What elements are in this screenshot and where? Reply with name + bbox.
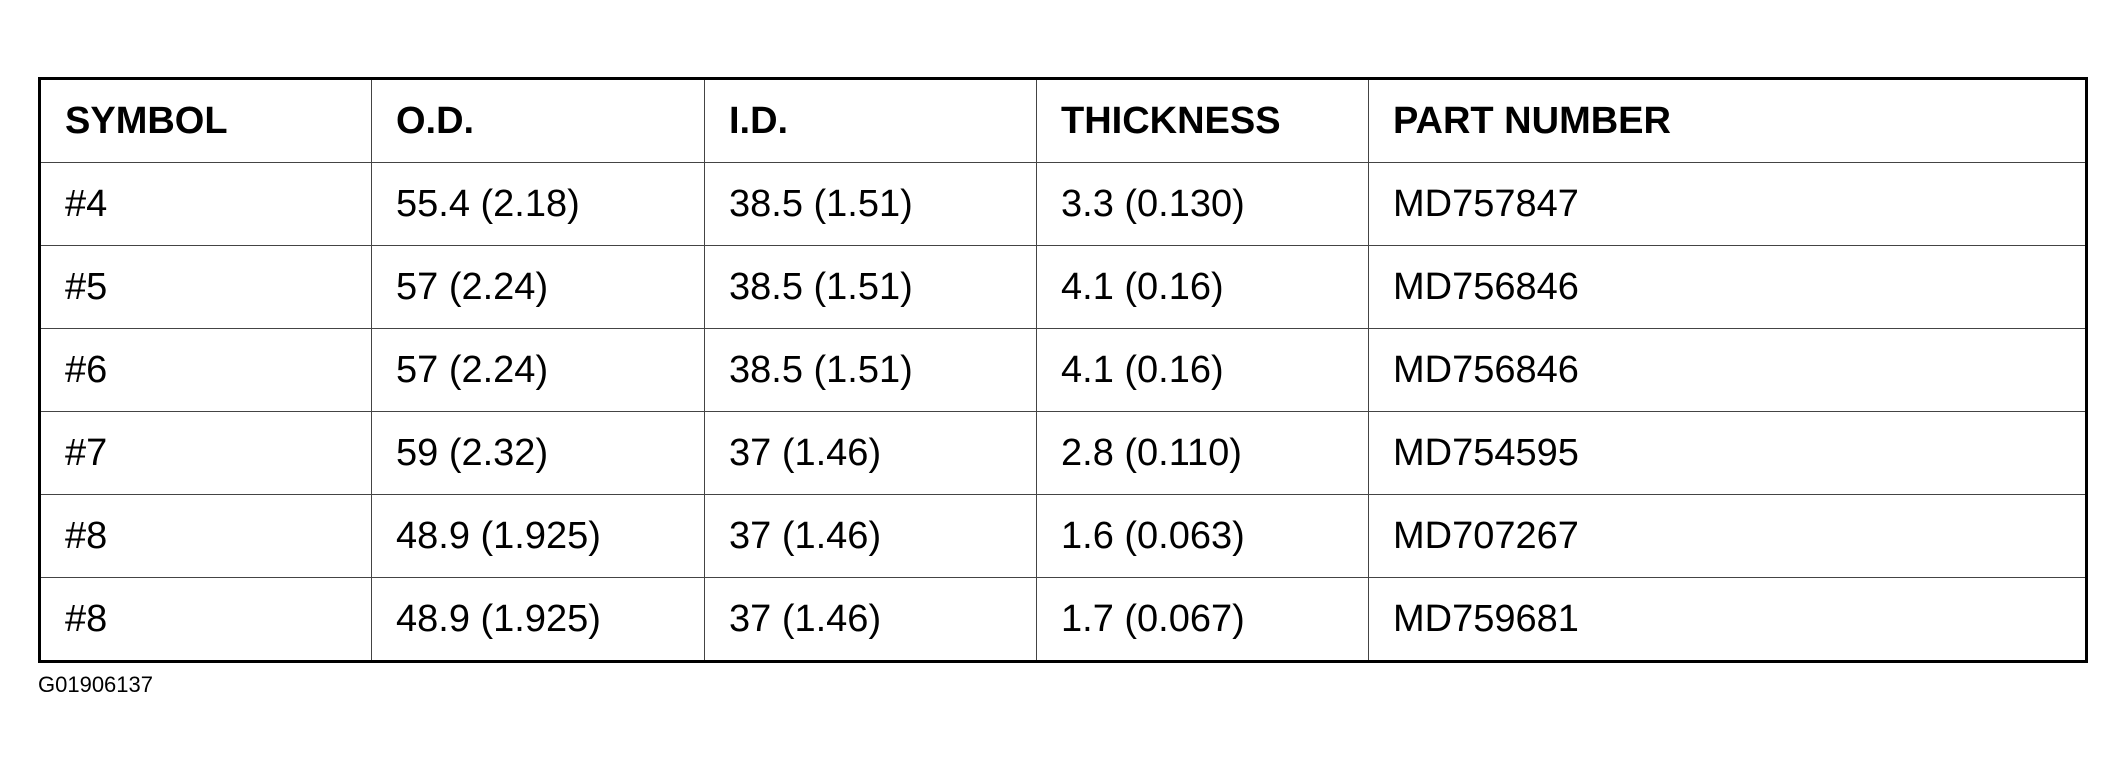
table-row: #8 48.9 (1.925) 37 (1.46) 1.7 (0.067) MD7596… bbox=[39, 577, 2087, 662]
table-cell: 2.8 (0.110) bbox=[1036, 411, 1369, 495]
table-cell: MD754595 bbox=[1368, 411, 2087, 495]
table-cell: #5 bbox=[39, 245, 372, 329]
table-cell: 48.9 (1.925) bbox=[371, 577, 705, 662]
table-row: #4 55.4 (2.18) 38.5 (1.51) 3.3 (0.130) MD757… bbox=[39, 162, 2087, 246]
table-cell: #8 bbox=[39, 494, 372, 578]
header-cell: THICKNESS bbox=[1036, 78, 1369, 163]
table-cell: MD759681 bbox=[1368, 577, 2087, 662]
header-cell: PART NUMBER bbox=[1368, 78, 2087, 163]
table-cell: 1.7 (0.067) bbox=[1036, 577, 1369, 662]
table-cell: 4.1 (0.16) bbox=[1036, 245, 1369, 329]
table-cell: 1.6 (0.063) bbox=[1036, 494, 1369, 578]
table-cell: 38.5 (1.51) bbox=[704, 245, 1037, 329]
table-cell: MD757847 bbox=[1368, 162, 2087, 246]
table-cell: 57 (2.24) bbox=[371, 245, 705, 329]
table-cell: #6 bbox=[39, 328, 372, 412]
table-row: #6 57 (2.24) 38.5 (1.51) 4.1 (0.16) MD756846 bbox=[39, 328, 2087, 412]
table-body: #4 55.4 (2.18) 38.5 (1.51) 3.3 (0.130) MD757… bbox=[39, 162, 2087, 662]
table-cell: 4.1 (0.16) bbox=[1036, 328, 1369, 412]
header-cell: O.D. bbox=[371, 78, 705, 163]
table-cell: #4 bbox=[39, 162, 372, 246]
table-cell: 3.3 (0.130) bbox=[1036, 162, 1369, 246]
table-row: #8 48.9 (1.925) 37 (1.46) 1.6 (0.063) MD7072… bbox=[39, 494, 2087, 578]
table-cell: 37 (1.46) bbox=[704, 494, 1037, 578]
table-cell: 55.4 (2.18) bbox=[371, 162, 705, 246]
table-cell: MD707267 bbox=[1368, 494, 2087, 578]
table-cell: 37 (1.46) bbox=[704, 577, 1037, 662]
header-cell: I.D. bbox=[704, 78, 1037, 163]
figure-id: G01906137 bbox=[38, 672, 153, 697]
table-row: #7 59 (2.32) 37 (1.46) 2.8 (0.110) MD754595 bbox=[39, 411, 2087, 495]
table-cell: 37 (1.46) bbox=[704, 411, 1037, 495]
table-cell: 38.5 (1.51) bbox=[704, 328, 1037, 412]
table-cell: 59 (2.32) bbox=[371, 411, 705, 495]
table-cell: #8 bbox=[39, 577, 372, 662]
spec-table: SYMBOL O.D. I.D. THICKNESS PART NUMBER #4 55.… bbox=[38, 77, 2088, 663]
table-cell: 38.5 (1.51) bbox=[704, 162, 1037, 246]
table-cell: MD756846 bbox=[1368, 328, 2087, 412]
table-cell: 48.9 (1.925) bbox=[371, 494, 705, 578]
header-cell: SYMBOL bbox=[39, 78, 372, 163]
table-cell: #7 bbox=[39, 411, 372, 495]
table-row: #5 57 (2.24) 38.5 (1.51) 4.1 (0.16) MD756846 bbox=[39, 245, 2087, 329]
table-cell: 57 (2.24) bbox=[371, 328, 705, 412]
table-cell: MD756846 bbox=[1368, 245, 2087, 329]
header-row: SYMBOL O.D. I.D. THICKNESS PART NUMBER bbox=[39, 78, 2087, 163]
